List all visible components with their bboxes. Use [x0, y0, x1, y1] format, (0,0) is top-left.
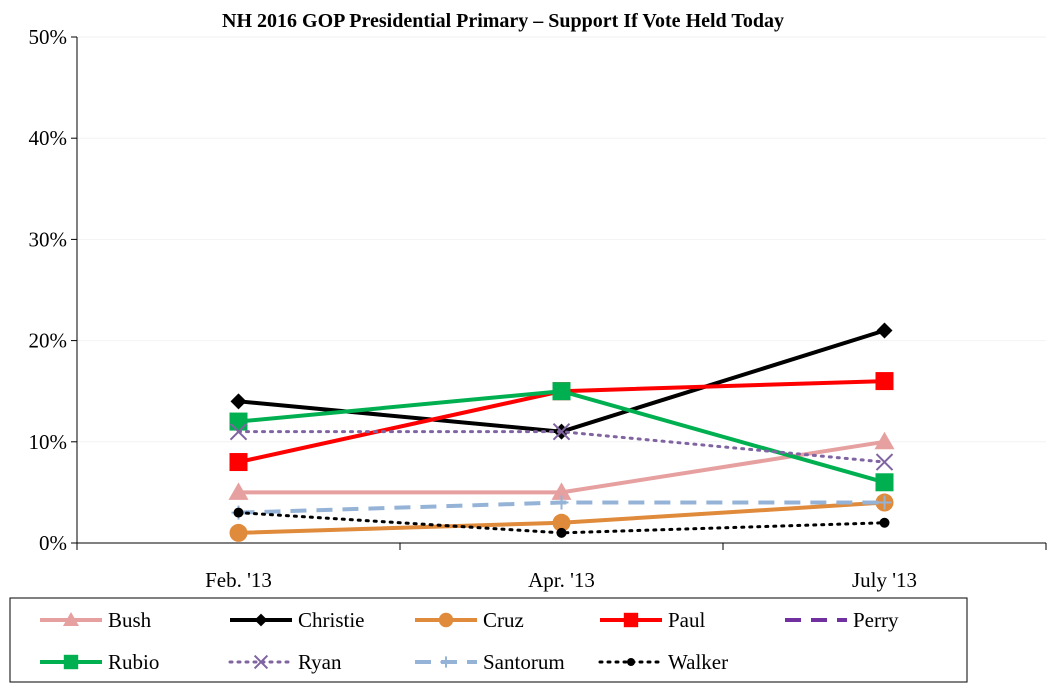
legend-item-santorum: Santorum — [415, 650, 565, 674]
legend-marker — [438, 612, 454, 628]
legend-label: Walker — [668, 650, 728, 674]
data-point — [552, 422, 571, 441]
axes: 0% 10% 20% 30% 40% 50% Feb. '13 Apr. '13 July '1… — [29, 25, 1047, 592]
data-point — [876, 322, 893, 339]
data-point — [556, 527, 567, 538]
data-point — [875, 453, 894, 471]
series-line — [237, 511, 886, 535]
series-lines — [228, 322, 895, 542]
x-tick-label: Feb. '13 — [205, 568, 272, 592]
data-point — [229, 523, 248, 542]
legend-item-walker: Walker — [598, 650, 728, 674]
data-point — [875, 372, 894, 391]
gridlines — [77, 36, 1046, 443]
legend-marker — [623, 612, 639, 628]
data-point — [874, 431, 895, 450]
data-point — [230, 393, 247, 410]
series-cruz — [229, 493, 894, 542]
legend-label: Cruz — [483, 608, 524, 632]
legend-label: Perry — [853, 608, 899, 632]
series-ryan — [229, 422, 894, 471]
legend-item-rubio: Rubio — [40, 650, 159, 674]
series-line — [238, 328, 886, 434]
legend-marker — [254, 613, 268, 627]
data-point — [879, 517, 890, 528]
legend-marker — [440, 656, 452, 668]
data-point — [229, 412, 248, 431]
legend-label: Rubio — [108, 650, 159, 674]
legend-marker — [63, 612, 79, 626]
legend-marker — [63, 654, 79, 670]
legend-box — [9, 597, 968, 683]
legend-label: Paul — [668, 608, 706, 632]
data-point — [228, 482, 249, 500]
data-point — [877, 495, 892, 510]
y-tick-label: 20% — [29, 329, 68, 353]
data-point — [229, 422, 248, 441]
legend: Bush Christie Cruz Paul Perry Rubio Ryan Santor… — [9, 597, 968, 683]
legend-item-christie: Christie — [230, 608, 365, 632]
y-tick-label: 10% — [29, 430, 68, 454]
data-point — [229, 453, 248, 472]
legend-marker — [627, 658, 635, 666]
legend-label: Bush — [108, 608, 152, 632]
y-tick-label: 0% — [39, 531, 67, 555]
data-point — [551, 482, 572, 500]
legend-item-bush: Bush — [40, 608, 152, 632]
x-tick-label: July '13 — [852, 568, 917, 592]
data-point — [233, 507, 244, 518]
y-tick-label: 50% — [29, 25, 68, 49]
y-tick-label: 30% — [29, 227, 68, 251]
series-bush — [228, 431, 895, 500]
x-tick-label: Apr. '13 — [528, 568, 595, 592]
data-point — [552, 513, 571, 532]
legend-label: Christie — [298, 608, 365, 632]
legend-label: Ryan — [298, 650, 342, 674]
legend-marker — [253, 654, 269, 670]
legend-item-paul: Paul — [600, 608, 706, 632]
chart-title: NH 2016 GOP Presidential Primary – Suppo… — [222, 10, 784, 32]
series-christie — [230, 322, 893, 440]
legend-label: Santorum — [483, 650, 565, 674]
legend-item-ryan: Ryan — [228, 650, 342, 674]
data-point — [552, 382, 571, 401]
y-tick-label: 40% — [29, 126, 68, 150]
data-point — [554, 495, 569, 510]
series-walker — [233, 507, 890, 538]
data-point — [875, 473, 894, 492]
legend-item-cruz: Cruz — [415, 608, 524, 632]
legend-item-perry: Perry — [785, 608, 899, 632]
